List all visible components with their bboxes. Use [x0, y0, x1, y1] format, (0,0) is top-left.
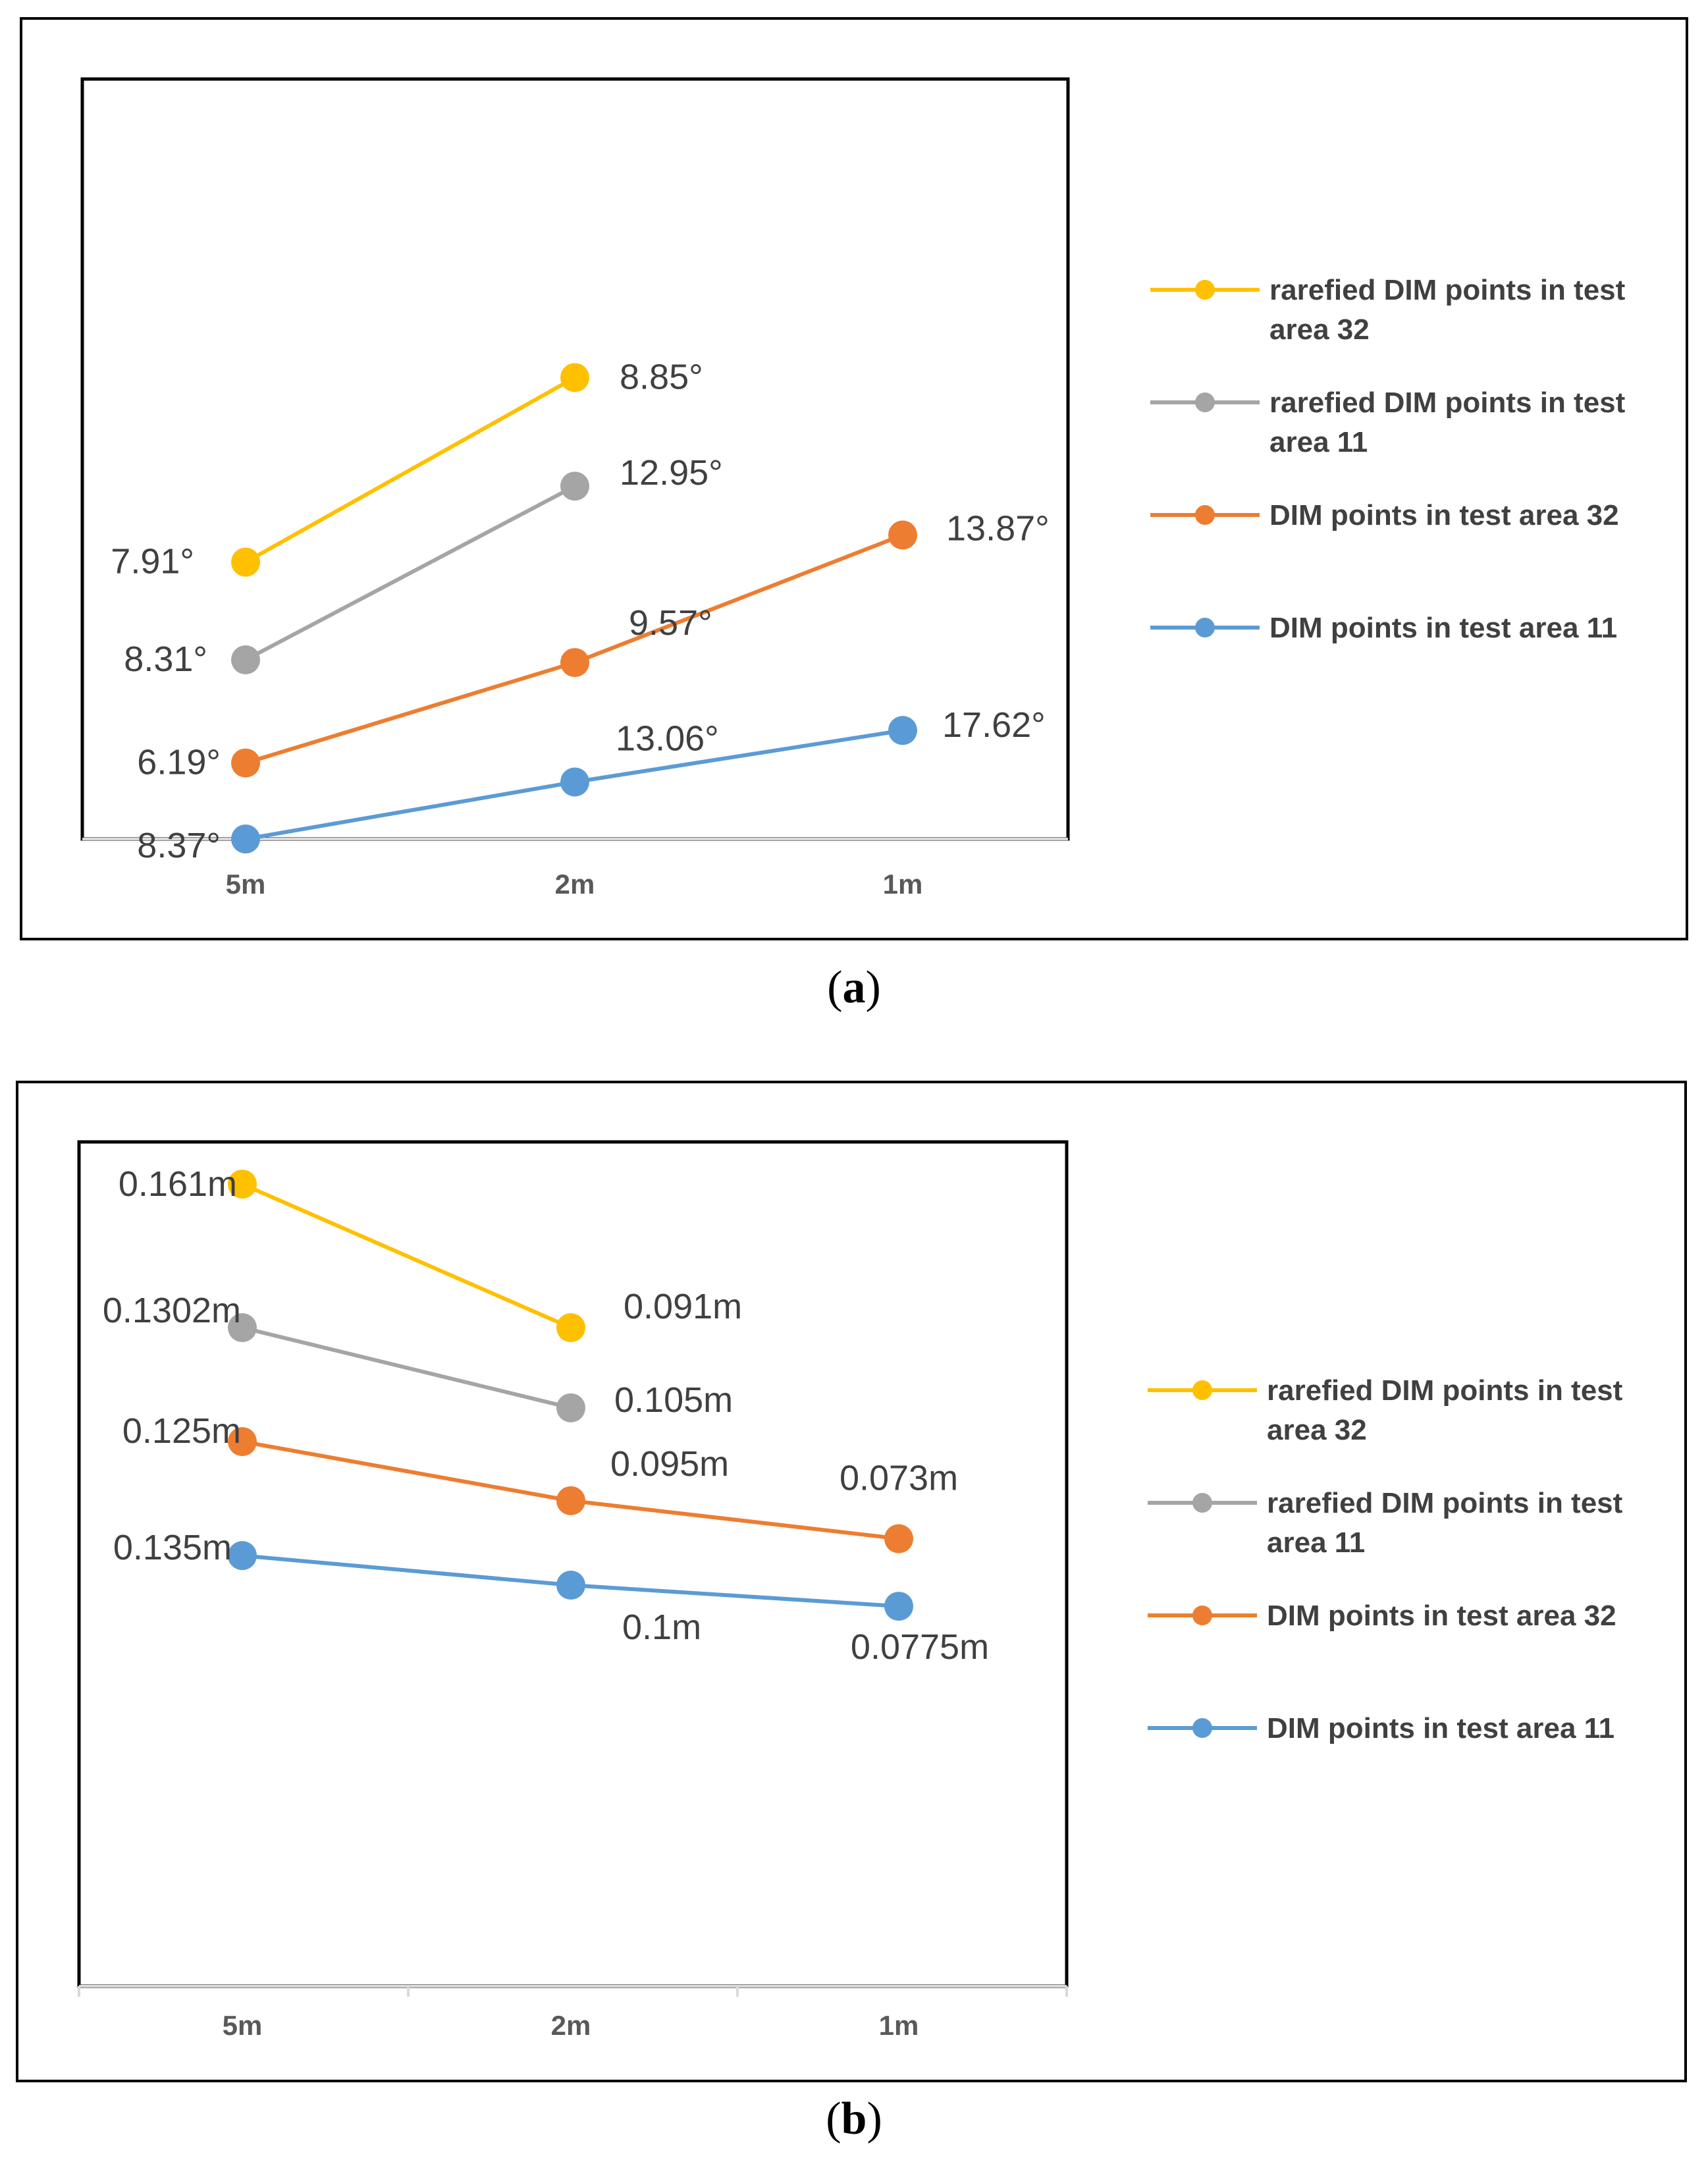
data-label: 9.57°: [629, 603, 712, 643]
series-1: 7.91° 8.85°: [111, 357, 703, 581]
legend-marker: [1195, 618, 1215, 637]
data-label: 7.91°: [111, 542, 194, 581]
data-point: [228, 1170, 257, 1199]
data-point: [888, 520, 917, 550]
legend-marker: [1192, 1380, 1212, 1400]
data-label: 12.95°: [620, 453, 723, 493]
legend-marker: [1192, 1606, 1212, 1625]
data-label: 13.87°: [946, 508, 1050, 548]
chart-panel-a: 5m 2m 1m 7.91° 8.85° 8.31° 12.95° 6.19° 9.57° 13.…: [20, 17, 1688, 1013]
series-line: [244, 375, 576, 564]
data-label: 13.06°: [616, 718, 719, 758]
data-label: 0.135m: [113, 1528, 232, 1567]
legend: rarefied DIM points in test area 32 rarefi…: [1148, 1374, 1623, 1744]
outer-frame: [20, 17, 1688, 940]
data-point: [556, 1571, 585, 1600]
data-label: 8.37°: [137, 826, 221, 865]
data-point: [228, 1541, 257, 1571]
legend-label: DIM points in test area 11: [1267, 1712, 1615, 1744]
legend-item: rarefied DIM points in test area 11: [1148, 1487, 1623, 1559]
legend-marker: [1195, 505, 1215, 525]
data-point: [560, 648, 589, 678]
legend-label: rarefied DIM points in test area 32: [1269, 274, 1626, 346]
chart-panel-b: 5m 2m 1m 0.161m 0.091m 0.1302m 0.105m 0.125m 0.0…: [16, 1081, 1687, 2144]
legend-item: DIM points in test area 11: [1148, 1712, 1615, 1744]
data-point: [228, 1427, 257, 1457]
series-2: 0.1302m 0.105m: [103, 1291, 733, 1422]
data-label: 0.125m: [122, 1411, 241, 1451]
data-label: 0.073m: [840, 1459, 958, 1498]
series-4: 0.135m 0.1m 0.0775m: [113, 1528, 989, 1667]
legend-marker: [1195, 392, 1215, 412]
data-point: [556, 1486, 585, 1515]
data-point: [556, 1313, 585, 1343]
legend-marker: [1195, 280, 1215, 300]
x-tick-label-2m: 2m: [551, 2010, 591, 2041]
x-tick-label-1m: 1m: [879, 2010, 919, 2041]
series-1: 0.161m 0.091m: [119, 1164, 742, 1343]
legend-label: rarefied DIM points in test area 32: [1267, 1374, 1623, 1446]
data-point: [560, 767, 589, 797]
x-tick-label-1m: 1m: [883, 869, 923, 900]
legend-item: rarefied DIM points in test area 32: [1148, 1374, 1623, 1446]
data-label: 0.105m: [614, 1380, 733, 1420]
data-point: [231, 824, 260, 853]
legend-label: rarefied DIM points in test area 11: [1269, 387, 1626, 458]
data-point: [560, 363, 589, 392]
x-tick-label-5m: 5m: [223, 2010, 263, 2041]
legend-label: rarefied DIM points in test area 11: [1267, 1487, 1623, 1559]
legend: rarefied DIM points in test area 32 rarefi…: [1150, 274, 1626, 644]
legend-marker: [1192, 1718, 1212, 1738]
data-label: 8.31°: [124, 639, 207, 679]
data-label: 0.0775m: [851, 1627, 989, 1667]
data-point: [231, 547, 260, 577]
legend-item: DIM points in test area 32: [1148, 1600, 1616, 1632]
data-label: 0.091m: [624, 1287, 742, 1326]
series-line: [242, 1326, 572, 1410]
x-tick-label-2m: 2m: [555, 869, 595, 900]
legend-item: rarefied DIM points in test area 32: [1150, 274, 1626, 346]
series-3: 6.19° 9.57° 13.87°: [137, 508, 1049, 782]
plot-area: [80, 77, 1070, 841]
legend-label: DIM points in test area 32: [1267, 1600, 1616, 1632]
x-tick-label-5m: 5m: [226, 869, 266, 900]
data-label: 0.095m: [610, 1444, 729, 1484]
series-line: [241, 1182, 572, 1330]
legend-item: DIM points in test area 32: [1150, 499, 1619, 531]
panel-caption: (a): [827, 962, 881, 1013]
data-point: [884, 1592, 913, 1621]
data-point: [556, 1393, 585, 1422]
legend-label: DIM points in test area 11: [1269, 612, 1617, 644]
legend-marker: [1192, 1493, 1212, 1513]
legend-item: DIM points in test area 11: [1150, 612, 1617, 644]
data-label: 0.1302m: [103, 1291, 241, 1330]
panel-caption: (b): [826, 2094, 882, 2144]
data-point: [888, 716, 917, 745]
series-3: 0.125m 0.095m 0.073m: [122, 1411, 958, 1554]
data-point: [560, 472, 589, 501]
data-label: 0.161m: [119, 1164, 237, 1204]
data-label: 6.19°: [137, 743, 221, 782]
data-point: [231, 748, 260, 778]
series-2: 8.31° 12.95°: [124, 453, 722, 679]
data-point: [231, 645, 260, 674]
outer-frame: [16, 1081, 1687, 2082]
legend-label: DIM points in test area 32: [1269, 499, 1619, 531]
data-label: 0.1m: [622, 1608, 701, 1647]
data-label: 8.85°: [620, 357, 703, 396]
series-4: 8.37° 13.06° 17.62°: [137, 705, 1045, 865]
data-point: [228, 1313, 257, 1343]
data-point: [884, 1524, 913, 1554]
data-label: 17.62°: [942, 705, 1046, 745]
legend-item: rarefied DIM points in test area 11: [1150, 387, 1626, 458]
series-line: [244, 484, 576, 662]
